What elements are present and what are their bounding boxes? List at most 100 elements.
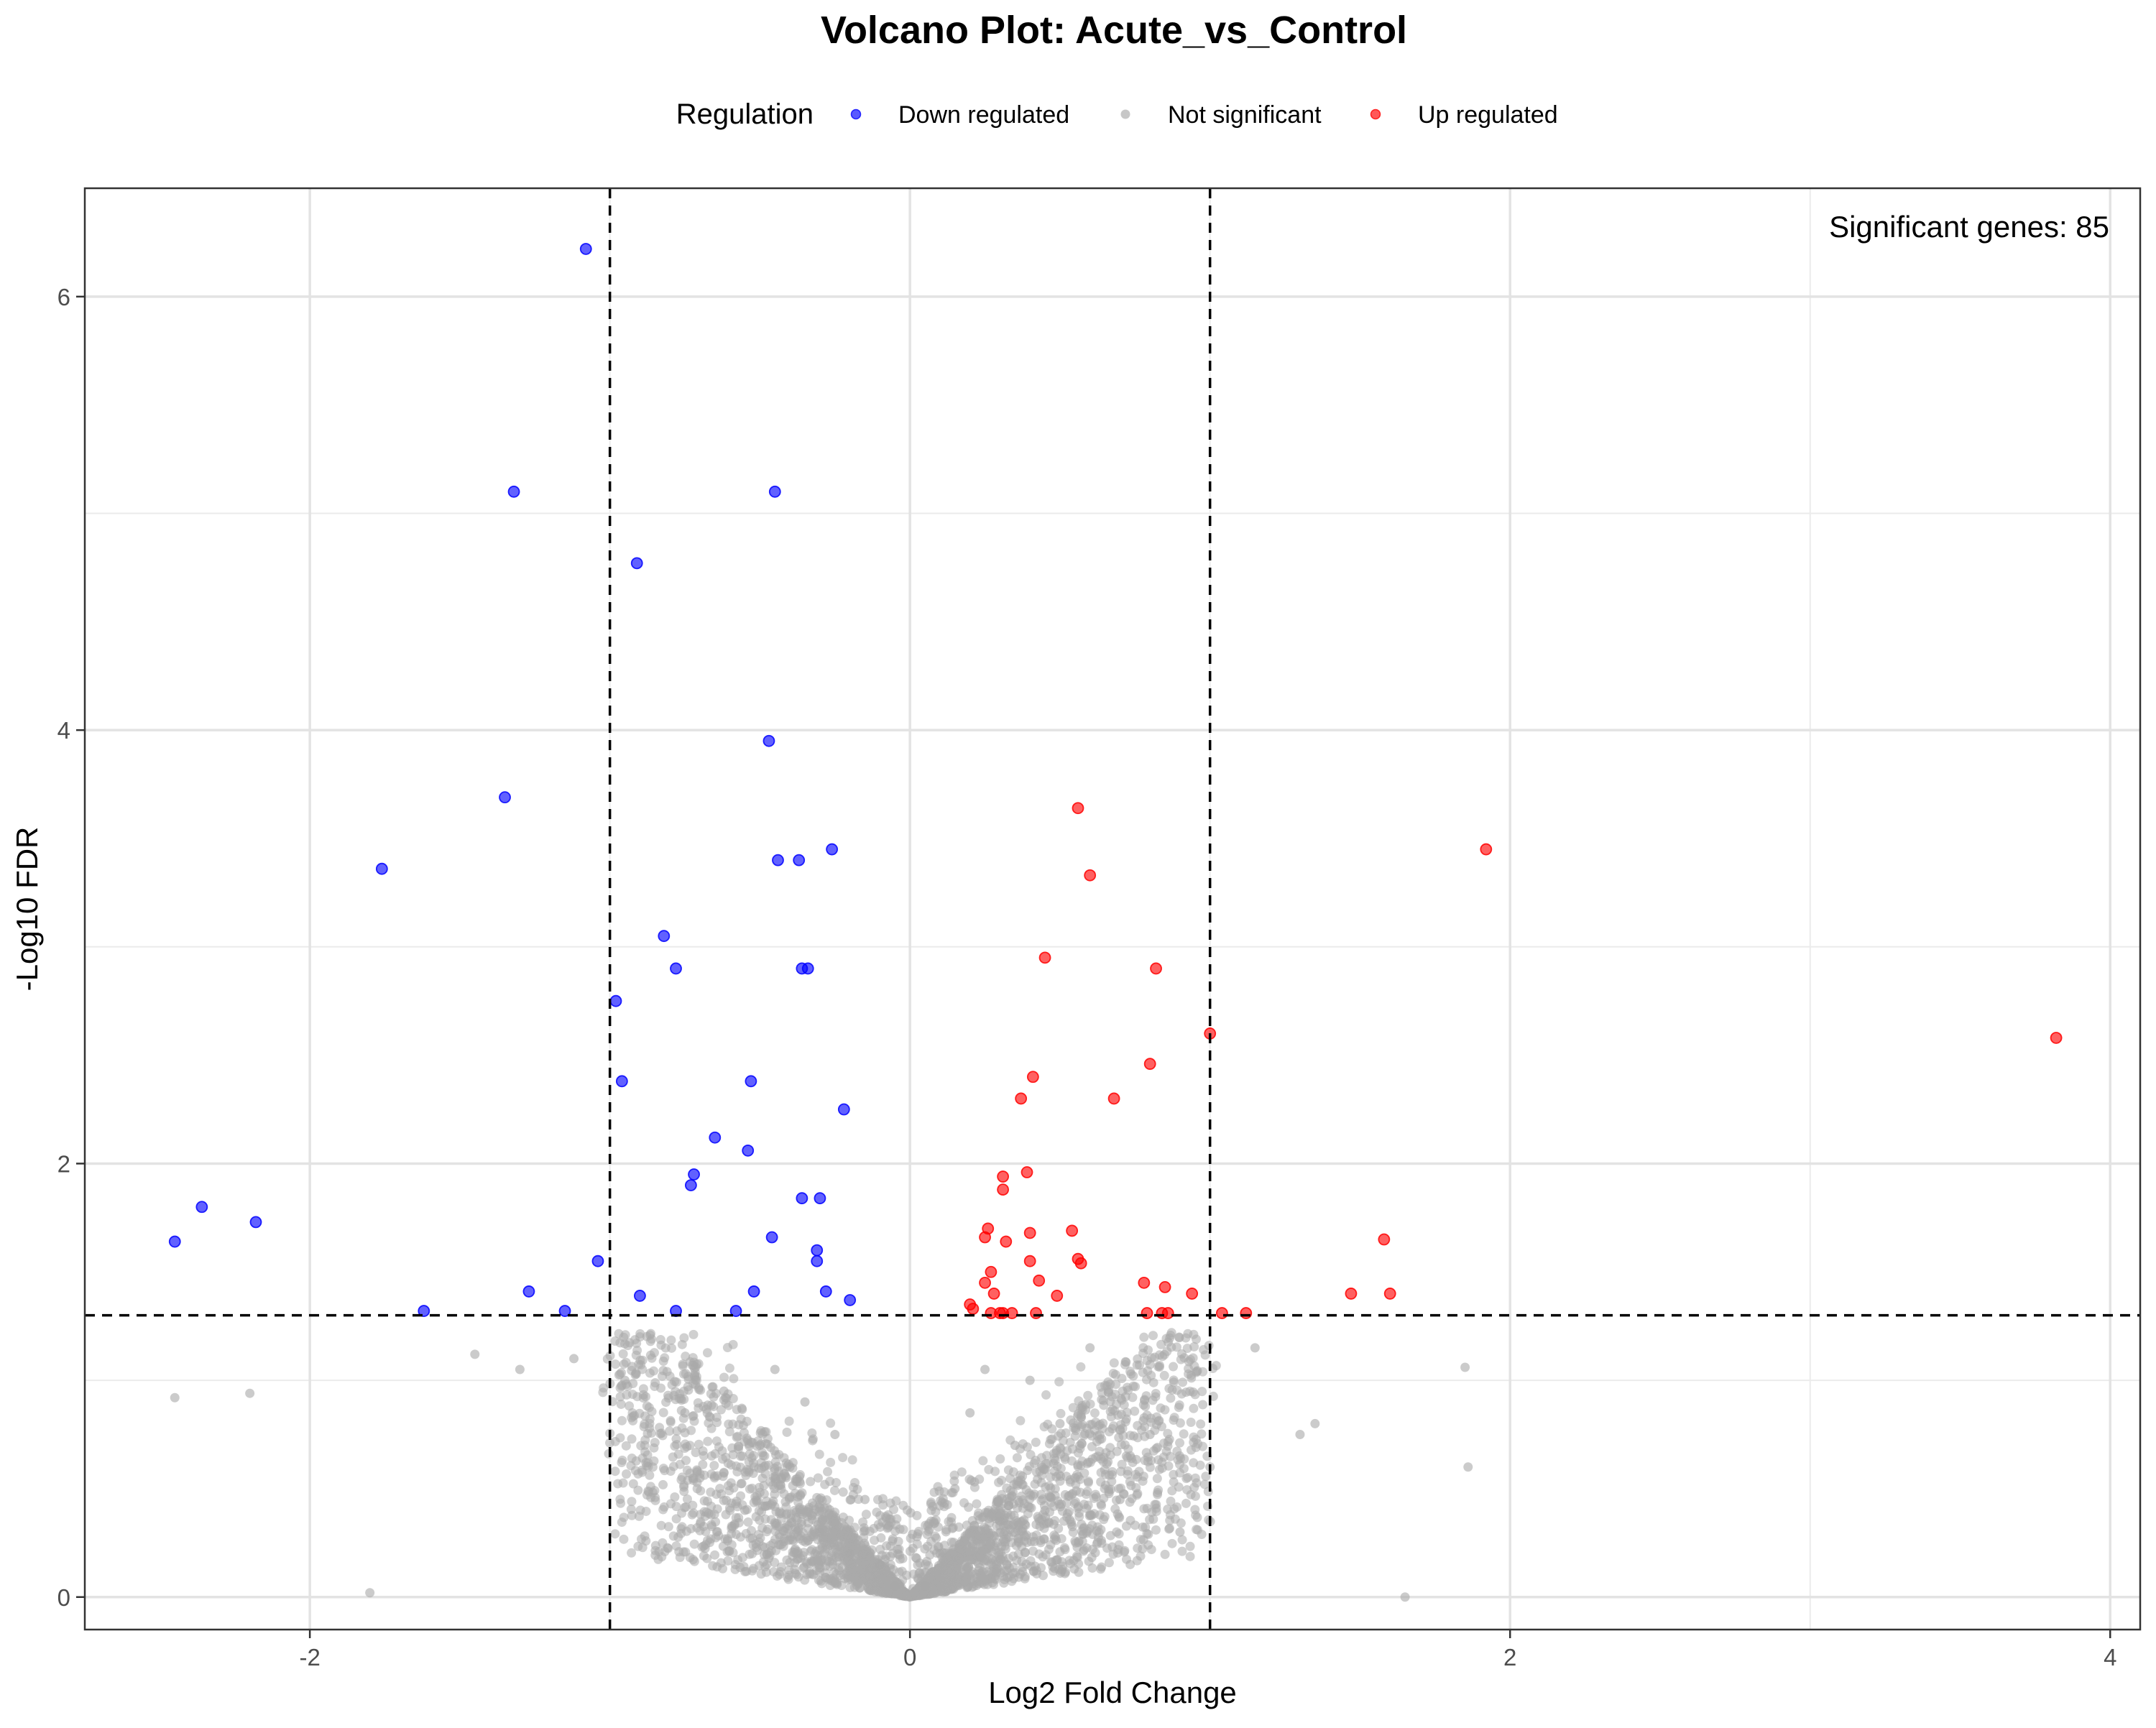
data-point-not-significant (1085, 1343, 1095, 1353)
data-point-not-significant (638, 1384, 648, 1394)
data-point-not-significant (759, 1550, 769, 1560)
data-point-down-regulated (772, 854, 784, 867)
data-point-not-significant (845, 1548, 855, 1558)
data-point-down-regulated (670, 962, 682, 975)
data-point-not-significant (1189, 1482, 1199, 1492)
data-point-not-significant (1125, 1515, 1135, 1525)
data-point-not-significant (828, 1535, 838, 1545)
data-point-not-significant (634, 1511, 644, 1521)
data-point-not-significant (1104, 1558, 1114, 1568)
data-point-down-regulated (729, 1305, 742, 1317)
data-point-not-significant (706, 1451, 717, 1461)
data-point-not-significant (1199, 1479, 1210, 1489)
data-point-not-significant (1148, 1331, 1158, 1341)
data-point-not-significant (692, 1523, 702, 1533)
data-point-not-significant (627, 1365, 637, 1375)
data-point-not-significant (1151, 1500, 1161, 1510)
data-point-down-regulated (609, 994, 622, 1007)
data-point-not-significant (709, 1510, 719, 1520)
data-point-not-significant (688, 1555, 699, 1565)
data-point-not-significant (796, 1553, 806, 1563)
data-point-not-significant (719, 1372, 729, 1382)
data-point-not-significant (975, 1474, 985, 1484)
data-point-not-significant (702, 1496, 712, 1506)
y-tick-label: 0 (57, 1584, 70, 1611)
data-point-not-significant (990, 1466, 1000, 1477)
data-point-not-significant (890, 1581, 900, 1591)
legend-label-notsig: Not significant (1168, 101, 1322, 129)
data-point-down-regulated (765, 1231, 778, 1244)
data-point-down-regulated (837, 1103, 850, 1116)
data-point-not-significant (1082, 1487, 1092, 1497)
data-point-not-significant (810, 1549, 820, 1559)
data-point-up-regulated (1345, 1288, 1358, 1300)
data-point-not-significant (1200, 1350, 1210, 1360)
data-point-up-regulated (967, 1303, 980, 1315)
data-point-not-significant (732, 1497, 742, 1507)
data-point-up-regulated (1023, 1255, 1036, 1267)
data-point-not-significant (718, 1454, 728, 1464)
data-point-not-significant (1196, 1419, 1206, 1429)
data-point-not-significant (881, 1588, 891, 1598)
data-point-not-significant (1004, 1532, 1014, 1542)
data-point-not-significant (1077, 1438, 1087, 1449)
data-point-not-significant (776, 1484, 786, 1494)
data-point-not-significant (656, 1520, 666, 1530)
data-point-down-regulated (168, 1235, 181, 1248)
data-point-not-significant (649, 1366, 659, 1376)
data-point-not-significant (975, 1551, 985, 1561)
data-point-not-significant (935, 1548, 945, 1558)
data-point-not-significant (878, 1500, 888, 1510)
legend-swatch-notsig (1120, 109, 1130, 119)
data-point-not-significant (848, 1482, 858, 1492)
data-point-not-significant (831, 1543, 841, 1553)
data-point-not-significant (644, 1403, 654, 1413)
data-point-not-significant (1146, 1545, 1156, 1555)
data-point-not-significant (780, 1469, 790, 1479)
data-point-not-significant (1056, 1408, 1066, 1418)
data-point-not-significant (863, 1583, 873, 1593)
data-point-not-significant (1086, 1510, 1096, 1520)
data-point-not-significant (678, 1359, 688, 1369)
data-point-not-significant (245, 1388, 255, 1398)
data-point-not-significant (1133, 1354, 1143, 1364)
data-point-not-significant (737, 1553, 747, 1563)
data-point-not-significant (722, 1343, 732, 1353)
data-point-not-significant (1159, 1370, 1169, 1380)
data-point-not-significant (639, 1422, 649, 1432)
data-point-not-significant (1138, 1535, 1148, 1545)
data-point-not-significant (1055, 1418, 1065, 1428)
data-point-not-significant (790, 1564, 800, 1574)
data-point-up-regulated (1074, 1257, 1087, 1270)
data-point-not-significant (817, 1506, 827, 1516)
data-point-not-significant (929, 1567, 939, 1577)
data-point-not-significant (851, 1576, 861, 1586)
data-point-not-significant (846, 1494, 856, 1505)
data-point-not-significant (569, 1354, 579, 1364)
data-point-not-significant (1132, 1556, 1142, 1566)
data-point-not-significant (1036, 1489, 1046, 1500)
data-point-not-significant (718, 1471, 728, 1482)
data-point-not-significant (610, 1529, 620, 1539)
data-point-not-significant (617, 1415, 627, 1426)
data-point-not-significant (888, 1536, 898, 1546)
data-point-not-significant (724, 1363, 734, 1373)
data-point-not-significant (728, 1419, 738, 1429)
data-point-not-significant (749, 1462, 759, 1472)
data-point-not-significant (704, 1418, 714, 1428)
data-point-not-significant (913, 1526, 923, 1536)
data-point-not-significant (760, 1501, 770, 1511)
data-point-not-significant (838, 1453, 848, 1463)
data-point-down-regulated (499, 791, 511, 804)
data-point-not-significant (1141, 1523, 1151, 1533)
data-point-not-significant (1074, 1396, 1084, 1406)
data-point-not-significant (1104, 1487, 1114, 1497)
data-point-not-significant (826, 1457, 836, 1467)
data-point-not-significant (990, 1504, 1000, 1514)
data-point-not-significant (806, 1477, 816, 1487)
data-point-not-significant (1008, 1491, 1018, 1501)
data-point-not-significant (1130, 1382, 1141, 1392)
data-point-not-significant (1169, 1362, 1179, 1372)
data-point-not-significant (718, 1563, 728, 1574)
